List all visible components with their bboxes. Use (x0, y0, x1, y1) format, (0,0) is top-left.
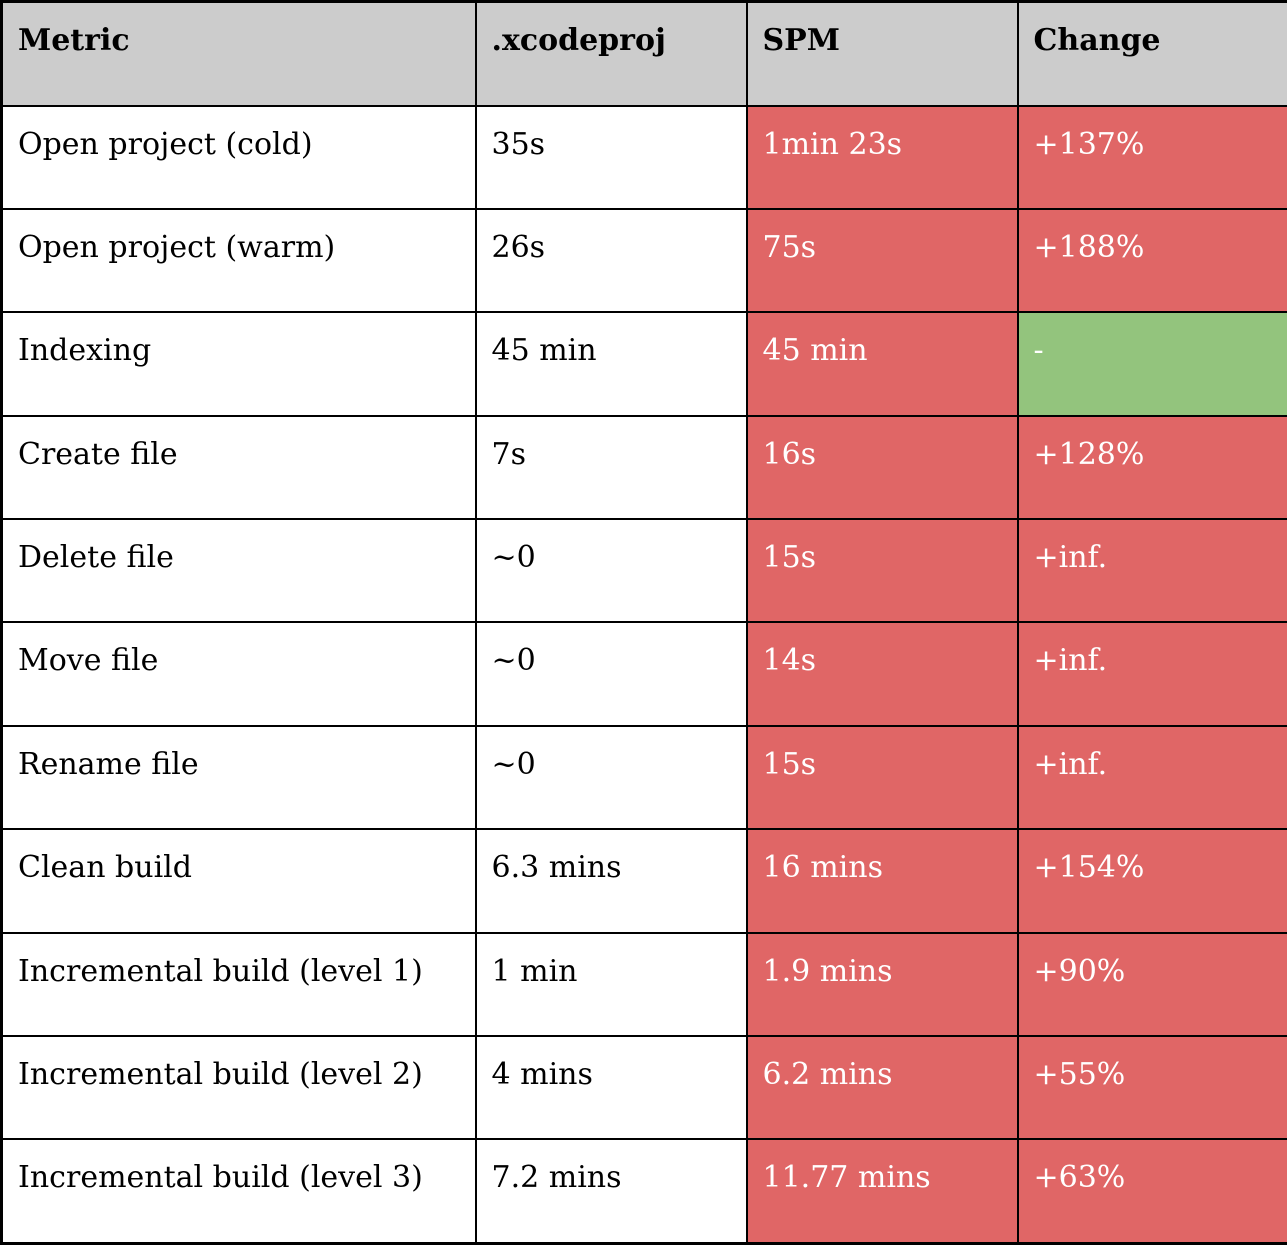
xcodeproj-cell: 7s (474, 414, 748, 521)
spm-cell: 15s (745, 517, 1019, 624)
change-cell: +inf. (1016, 621, 1287, 727)
spm-cell: 16 mins (745, 828, 1019, 934)
metric-cell: Clean build (0, 828, 477, 934)
table-row: Incremental build (level 2) 4 mins 6.2 m… (0, 1034, 1287, 1141)
change-cell: +90% (1016, 931, 1287, 1037)
table-row: Delete file ~0 15s +inf. (0, 517, 1287, 624)
table-row: Open project (cold) 35s 1min 23s +137% (0, 104, 1287, 210)
spm-cell: 11.77 mins (745, 1138, 1019, 1245)
change-cell: +inf. (1016, 724, 1287, 831)
change-cell: +137% (1016, 104, 1287, 210)
xcodeproj-cell: 6.3 mins (474, 828, 748, 934)
metric-cell: Incremental build (level 2) (0, 1034, 477, 1141)
table-header: Metric .xcodeproj SPM Change (0, 0, 1287, 107)
xcodeproj-cell: 45 min (474, 311, 748, 417)
xcodeproj-cell: ~0 (474, 621, 748, 727)
metric-cell: Open project (cold) (0, 104, 477, 210)
metric-cell: Delete file (0, 517, 477, 624)
table-row: Indexing 45 min 45 min - (0, 311, 1287, 417)
change-cell: - (1016, 311, 1287, 417)
change-cell: +55% (1016, 1034, 1287, 1141)
change-cell: +63% (1016, 1138, 1287, 1245)
metric-cell: Create file (0, 414, 477, 521)
spm-cell: 1.9 mins (745, 931, 1019, 1037)
header-row: Metric .xcodeproj SPM Change (0, 0, 1287, 107)
spm-cell: 16s (745, 414, 1019, 521)
xcodeproj-cell: 7.2 mins (474, 1138, 748, 1245)
column-header-spm: SPM (745, 0, 1019, 107)
table-row: Rename file ~0 15s +inf. (0, 724, 1287, 831)
xcodeproj-cell: 4 mins (474, 1034, 748, 1141)
metric-cell: Incremental build (level 1) (0, 931, 477, 1037)
metric-cell: Incremental build (level 3) (0, 1138, 477, 1245)
metric-cell: Rename file (0, 724, 477, 831)
table-row: Move file ~0 14s +inf. (0, 621, 1287, 727)
xcodeproj-cell: 1 min (474, 931, 748, 1037)
spm-cell: 1min 23s (745, 104, 1019, 210)
spm-cell: 15s (745, 724, 1019, 831)
metric-cell: Move file (0, 621, 477, 727)
table-row: Clean build 6.3 mins 16 mins +154% (0, 828, 1287, 934)
spm-cell: 75s (745, 207, 1019, 314)
column-header-change: Change (1016, 0, 1287, 107)
column-header-xcodeproj: .xcodeproj (474, 0, 748, 107)
column-header-metric: Metric (0, 0, 477, 107)
change-cell: +inf. (1016, 517, 1287, 624)
table-row: Open project (warm) 26s 75s +188% (0, 207, 1287, 314)
spm-cell: 45 min (745, 311, 1019, 417)
table-row: Incremental build (level 3) 7.2 mins 11.… (0, 1138, 1287, 1245)
spm-cell: 14s (745, 621, 1019, 727)
metric-cell: Open project (warm) (0, 207, 477, 314)
xcodeproj-cell: 35s (474, 104, 748, 210)
change-cell: +128% (1016, 414, 1287, 521)
table-body: Open project (cold) 35s 1min 23s +137% O… (0, 104, 1287, 1245)
table-row: Create file 7s 16s +128% (0, 414, 1287, 521)
xcodeproj-cell: ~0 (474, 517, 748, 624)
change-cell: +154% (1016, 828, 1287, 934)
metric-cell: Indexing (0, 311, 477, 417)
spm-cell: 6.2 mins (745, 1034, 1019, 1141)
xcodeproj-cell: 26s (474, 207, 748, 314)
xcodeproj-cell: ~0 (474, 724, 748, 831)
table-row: Incremental build (level 1) 1 min 1.9 mi… (0, 931, 1287, 1037)
change-cell: +188% (1016, 207, 1287, 314)
